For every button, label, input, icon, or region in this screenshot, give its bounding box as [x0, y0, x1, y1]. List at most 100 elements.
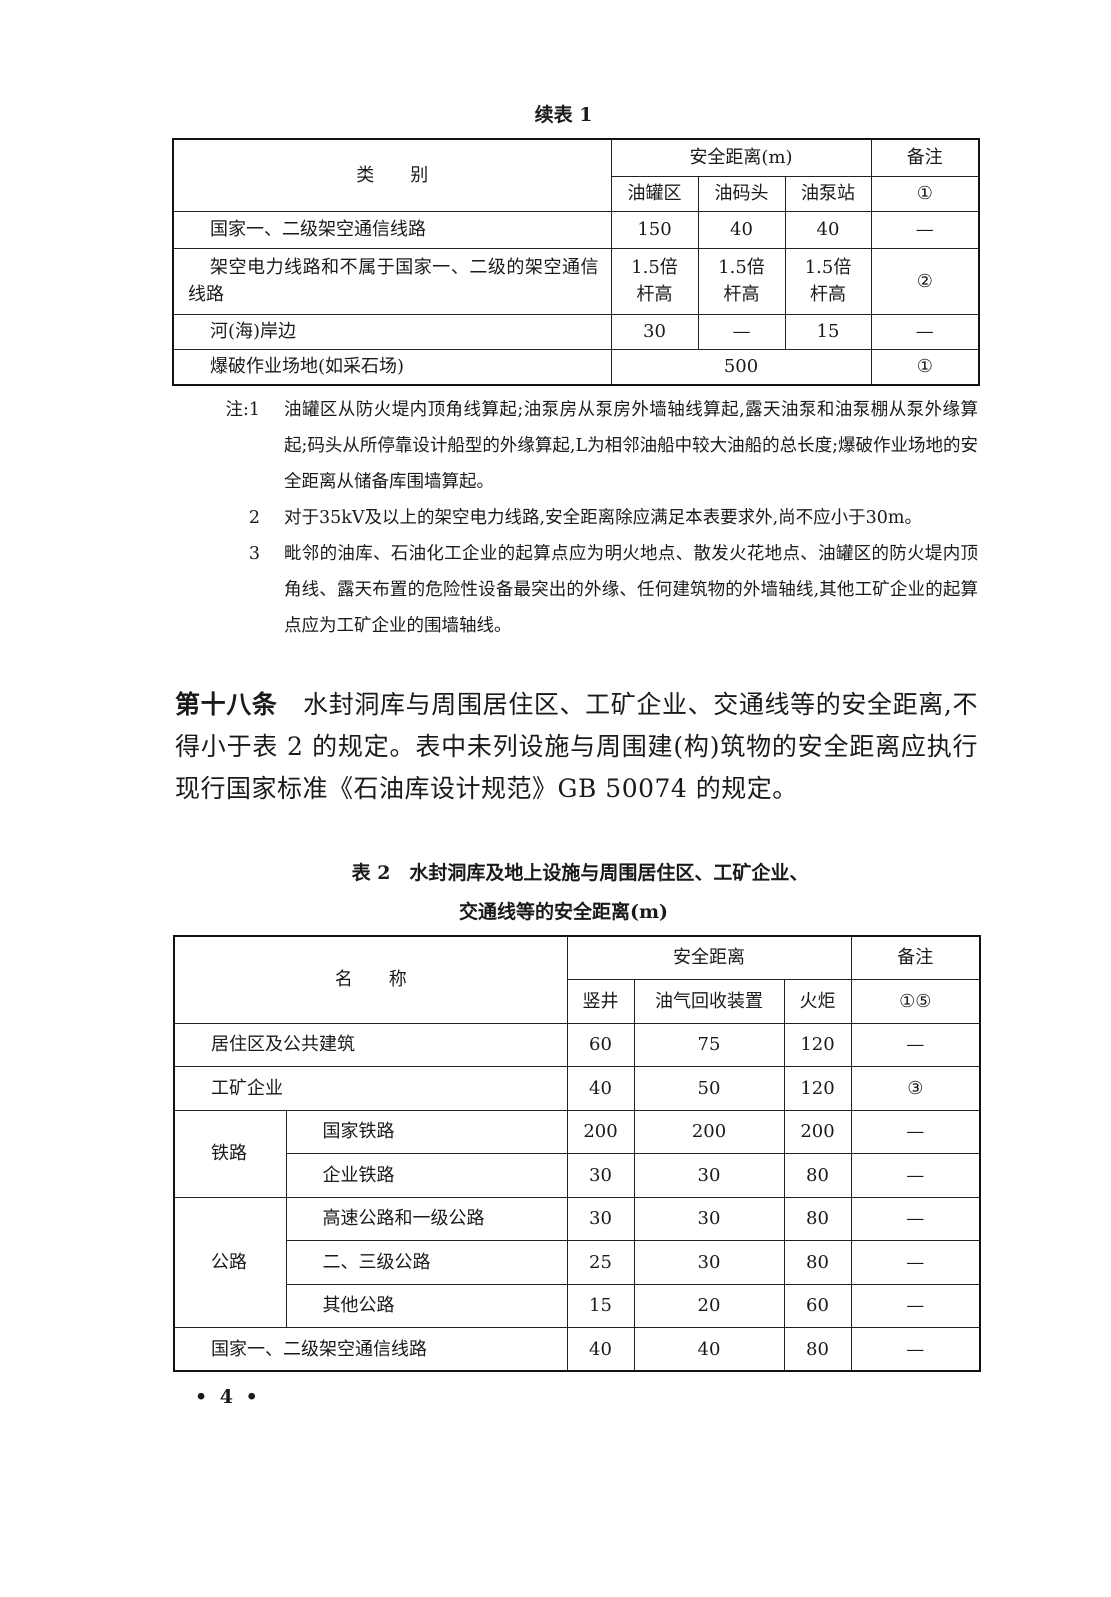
cell: 60 [783, 1283, 852, 1328]
row-name: 工矿企业 [173, 1066, 568, 1111]
row-name: 爆破作业场地(如采石场) [172, 348, 612, 386]
cell-remark: — [850, 1022, 981, 1067]
header-sub: 竖井 [566, 978, 635, 1024]
cell: 25 [566, 1240, 635, 1285]
cell: 80 [783, 1240, 852, 1285]
cell: 30 [566, 1196, 635, 1241]
cell-remark: — [850, 1283, 981, 1328]
cell-remark: — [850, 1240, 981, 1285]
header-distance: 安全距离 [566, 935, 852, 980]
cell: 30 [633, 1153, 785, 1198]
cell-remark: ① [870, 348, 980, 386]
table1-caption: 续表 1 [534, 104, 593, 126]
header-sub: 油泵站 [784, 175, 872, 212]
cell: 60 [566, 1022, 635, 1067]
header-remark-sub: ① [870, 175, 980, 212]
header-remark: 备注 [850, 935, 981, 980]
note-item: 2 对于35kV及以上的架空电力线路,安全距离除应满足本表要求外,尚不应小于30… [172, 500, 978, 536]
cell: 1.5倍杆高 [697, 247, 786, 315]
cell-remark: — [850, 1327, 981, 1372]
header-distance: 安全距离(m) [610, 138, 872, 177]
table-row: 铁路 国家铁路 200 200 200— [173, 1109, 981, 1198]
cell: 40 [633, 1327, 785, 1372]
cell: 15 [566, 1283, 635, 1328]
cell: 40 [784, 210, 872, 249]
header-category: 类 别 [172, 138, 612, 212]
table-row: 爆破作业场地(如采石场) 500 ① [172, 348, 980, 386]
cell: 30 [633, 1240, 785, 1285]
row-name: 架空电力线路和不属于国家一、二级的架空通信线路 [172, 247, 612, 315]
cell: 75 [633, 1022, 785, 1067]
table-row: 架空电力线路和不属于国家一、二级的架空通信线路 1.5倍杆高 1.5倍杆高 1.… [172, 247, 980, 315]
note-text: 对于35kV及以上的架空电力线路,安全距离除应满足本表要求外,尚不应小于30m。 [284, 508, 922, 528]
table1: 类 别 安全距离(m) 备注 油罐区 油码头 油泵站 ① 国家一、二级架空通信线… [172, 138, 981, 386]
note-item: 3 毗邻的油库、石油化工企业的起算点应为明火地点、散发火花地点、油罐区的防火堤内… [172, 536, 978, 644]
table2: 名 称 安全距离 备注 竖井 油气回收装置 火炬 ①⑤ 居住区及公共建筑 60 75… [173, 935, 982, 1372]
cell-merged: 500 [610, 348, 872, 386]
cell-remark: ② [870, 247, 980, 315]
cell: 80 [783, 1196, 852, 1241]
header-remark: 备注 [870, 138, 980, 177]
cell: 200 [566, 1109, 635, 1154]
table2-caption-line1: 表 2 水封洞库及地上设施与周围居住区、工矿企业、 [351, 862, 809, 884]
header-sub: 油罐区 [610, 175, 699, 212]
cell: 30 [633, 1196, 785, 1241]
cell: 80 [783, 1153, 852, 1198]
cell-remark: ③ [850, 1066, 981, 1111]
row-name: 居住区及公共建筑 [173, 1022, 568, 1067]
table-row: 公路 高速公路和一级公路 30 30 80— [173, 1196, 981, 1328]
row-name: 其他公路 [285, 1283, 568, 1328]
row-group: 公路 [173, 1196, 287, 1328]
article-paragraph: 第十八条 水封洞库与周围居住区、工矿企业、交通线等的安全距离,不得小于表 2 的… [175, 684, 978, 810]
header-sub: 油码头 [697, 175, 786, 212]
row-name: 企业铁路 [285, 1153, 568, 1198]
cell-remark: — [850, 1109, 981, 1154]
page-number: • 4 • [195, 1386, 261, 1408]
row-name: 国家一、二级架空通信线路 [173, 1327, 568, 1372]
cell: 30 [566, 1153, 635, 1198]
row-name: 国家一、二级架空通信线路 [172, 210, 612, 249]
cell: 200 [783, 1109, 852, 1154]
cell-remark: — [870, 313, 980, 350]
cell: 40 [697, 210, 786, 249]
note-label: 3 [248, 544, 260, 564]
note-label: 注:1 [225, 400, 260, 420]
cell: 40 [566, 1327, 635, 1372]
table-row: 河(海)岸边 30 — 15 — [172, 313, 980, 350]
article-heading: 第十八条 [175, 690, 278, 719]
note-text: 油罐区从防火堤内顶角线算起;油泵房从泵房外墙轴线算起,露天油泵和油泵棚从泵外缘算… [284, 400, 978, 492]
cell-remark: — [870, 210, 980, 249]
notes: 注:1 油罐区从防火堤内顶角线算起;油泵房从泵房外墙轴线算起,露天油泵和油泵棚从… [172, 392, 978, 644]
cell: 80 [783, 1327, 852, 1372]
note-item: 注:1 油罐区从防火堤内顶角线算起;油泵房从泵房外墙轴线算起,露天油泵和油泵棚从… [172, 392, 978, 500]
article-text: 水封洞库与周围居住区、工矿企业、交通线等的安全距离,不得小于表 2 的规定。表中… [175, 690, 978, 803]
table-row: 居住区及公共建筑 60 75 120— [173, 1022, 981, 1067]
row-name: 河(海)岸边 [172, 313, 612, 350]
header-name: 名 称 [173, 935, 568, 1024]
cell: 40 [566, 1066, 635, 1111]
header-remark-sub: ①⑤ [850, 978, 981, 1024]
cell-remark: — [850, 1153, 981, 1198]
header-sub: 油气回收装置 [633, 978, 785, 1024]
cell: 120 [783, 1022, 852, 1067]
table-row: 二、三级公路 25 30 80— [174, 1240, 981, 1285]
table2-caption-line2: 交通线等的安全距离(m) [458, 901, 669, 923]
cell: 20 [633, 1283, 785, 1328]
cell-remark: — [850, 1196, 981, 1241]
row-group: 铁路 [173, 1109, 287, 1198]
note-label: 2 [248, 508, 260, 528]
cell: 50 [633, 1066, 785, 1111]
table-row: 国家一、二级架空通信线路 40 40 80— [173, 1327, 981, 1372]
cell: 150 [610, 210, 699, 249]
cell: 200 [633, 1109, 785, 1154]
header-sub: 火炬 [783, 978, 852, 1024]
cell: 120 [783, 1066, 852, 1111]
row-name: 高速公路和一级公路 [285, 1196, 568, 1241]
table-row: 国家一、二级架空通信线路 150 40 40 — [172, 210, 980, 249]
row-name: 二、三级公路 [285, 1240, 568, 1285]
table-row: 企业铁路 30 30 80— [174, 1153, 981, 1198]
cell: — [697, 313, 786, 350]
cell: 1.5倍杆高 [784, 247, 872, 315]
table-row: 工矿企业 40 50 120 ③ [173, 1066, 981, 1111]
table-row: 其他公路 15 20 60— [174, 1283, 981, 1328]
